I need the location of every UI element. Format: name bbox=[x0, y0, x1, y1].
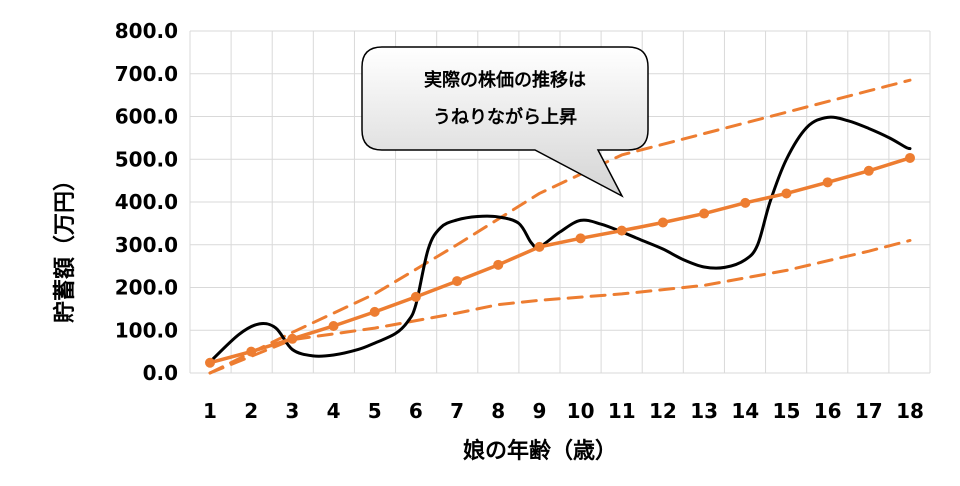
x-tick-label: 7 bbox=[450, 399, 464, 423]
callout-line-2: うねりながら上昇 bbox=[433, 106, 577, 128]
y-tick-label: 400.0 bbox=[115, 190, 178, 214]
x-tick-label: 17 bbox=[855, 399, 883, 423]
y-tick-label: 700.0 bbox=[115, 62, 178, 86]
x-tick-label: 12 bbox=[649, 399, 677, 423]
savings-point bbox=[575, 233, 586, 244]
x-axis-title: 娘の年齢（歳） bbox=[463, 438, 617, 464]
callout-line-1: 実際の株価の推移は bbox=[424, 69, 586, 91]
y-tick-label: 100.0 bbox=[115, 318, 178, 342]
y-axis-ticks: 0.0 100.0 200.0 300.0 400.0 500.0 600.0 700.0 80… bbox=[115, 19, 178, 385]
y-axis-title: 貯蓄額（万円） bbox=[52, 169, 78, 323]
x-tick-label: 3 bbox=[285, 399, 299, 423]
savings-point bbox=[410, 291, 421, 302]
savings-point bbox=[328, 320, 339, 331]
x-tick-label: 16 bbox=[814, 399, 842, 423]
savings-point bbox=[534, 241, 545, 252]
x-tick-label: 10 bbox=[567, 399, 595, 423]
x-tick-label: 2 bbox=[244, 399, 258, 423]
x-tick-label: 15 bbox=[773, 399, 801, 423]
savings-point bbox=[369, 306, 380, 317]
x-tick-label: 4 bbox=[327, 399, 341, 423]
y-tick-label: 800.0 bbox=[115, 19, 178, 43]
savings-line-series bbox=[208, 156, 912, 365]
savings-point bbox=[246, 346, 257, 357]
y-tick-label: 300.0 bbox=[115, 233, 178, 257]
grid bbox=[189, 30, 931, 374]
x-tick-label: 6 bbox=[409, 399, 423, 423]
savings-point bbox=[657, 217, 668, 228]
x-axis-ticks: 1 2 3 4 5 6 7 8 9 10 11 12 13 14 15 16 17 18 bbox=[203, 399, 924, 423]
savings-point bbox=[493, 259, 504, 270]
lower-bound-series bbox=[208, 238, 912, 375]
x-tick-label: 11 bbox=[608, 399, 636, 423]
savings-point bbox=[287, 333, 298, 344]
savings-point bbox=[616, 225, 627, 236]
savings-point bbox=[205, 357, 215, 368]
savings-point bbox=[781, 188, 792, 199]
callout-bubble bbox=[361, 46, 649, 198]
x-tick-label: 1 bbox=[203, 399, 217, 423]
callout: 実際の株価の推移は うねりながら上昇 bbox=[361, 46, 649, 198]
savings-point bbox=[452, 276, 463, 287]
x-tick-label: 5 bbox=[368, 399, 382, 423]
savings-point bbox=[740, 197, 751, 208]
savings-point bbox=[822, 177, 833, 188]
x-tick-label: 14 bbox=[731, 399, 759, 423]
y-tick-label: 500.0 bbox=[115, 147, 178, 171]
x-tick-label: 13 bbox=[690, 399, 718, 423]
x-tick-label: 9 bbox=[532, 399, 546, 423]
savings-point bbox=[905, 152, 915, 163]
x-tick-label: 18 bbox=[896, 399, 924, 423]
savings-point bbox=[863, 165, 874, 176]
savings-point bbox=[699, 208, 710, 219]
y-tick-label: 0.0 bbox=[143, 361, 178, 385]
y-tick-label: 600.0 bbox=[115, 105, 178, 129]
actual-price-series bbox=[208, 115, 912, 364]
x-tick-label: 8 bbox=[491, 399, 505, 423]
y-tick-label: 200.0 bbox=[115, 276, 178, 300]
